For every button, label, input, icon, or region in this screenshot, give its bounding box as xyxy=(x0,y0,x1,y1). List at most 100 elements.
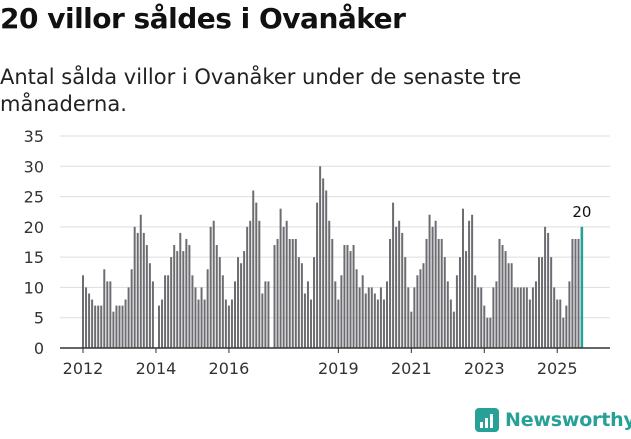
bar xyxy=(319,166,322,348)
bar xyxy=(334,281,337,348)
bar xyxy=(513,287,516,348)
bar xyxy=(534,281,537,348)
bar xyxy=(541,257,544,348)
bar xyxy=(227,305,230,348)
bar xyxy=(452,311,455,348)
x-tick-label: 2012 xyxy=(63,359,104,378)
y-tick-label: 35 xyxy=(24,127,44,146)
bar xyxy=(97,305,100,348)
bar xyxy=(352,245,355,348)
bar xyxy=(550,257,553,348)
bar xyxy=(209,226,212,348)
x-tick-label: 2016 xyxy=(209,359,250,378)
bar xyxy=(230,299,233,348)
bar xyxy=(136,232,139,348)
bar xyxy=(516,287,519,348)
bar xyxy=(255,202,258,348)
bar xyxy=(474,275,477,348)
bar xyxy=(471,214,474,348)
bar xyxy=(507,263,510,348)
bar xyxy=(443,257,446,348)
y-axis-ticks: 0 5 10 15 20 25 30 35 xyxy=(24,127,44,358)
bar xyxy=(468,220,471,348)
bar xyxy=(258,220,261,348)
bar xyxy=(379,287,382,348)
bar xyxy=(194,287,197,348)
bar xyxy=(343,245,346,348)
bar xyxy=(547,232,550,348)
bar xyxy=(139,214,142,348)
bar xyxy=(142,232,145,348)
bar xyxy=(276,238,279,348)
bar xyxy=(522,287,525,348)
bar xyxy=(401,232,404,348)
bar xyxy=(483,305,486,348)
y-tick-label: 10 xyxy=(24,278,44,297)
bar xyxy=(525,287,528,348)
bar xyxy=(331,238,334,348)
bar xyxy=(462,208,464,348)
bar xyxy=(300,263,303,348)
bar xyxy=(440,238,443,348)
bar xyxy=(243,251,246,348)
bar xyxy=(310,299,312,348)
bar xyxy=(203,299,206,348)
bar xyxy=(410,311,413,348)
bar xyxy=(294,238,297,348)
bar xyxy=(261,293,264,348)
bar xyxy=(413,287,416,348)
bar xyxy=(164,275,167,348)
bar xyxy=(486,317,489,348)
newsworthy-brand[interactable]: Newsworthy xyxy=(475,408,631,432)
bar xyxy=(398,220,401,348)
bar xyxy=(349,251,352,348)
bar xyxy=(437,238,440,348)
bar xyxy=(234,281,236,348)
bar xyxy=(161,299,164,348)
bar xyxy=(574,238,577,348)
bar xyxy=(431,226,434,348)
bar xyxy=(528,299,531,348)
bar xyxy=(285,220,288,348)
bar xyxy=(416,275,419,348)
bar xyxy=(361,275,364,348)
bar xyxy=(538,257,540,348)
x-tick-label: 2025 xyxy=(537,359,578,378)
bar xyxy=(544,226,547,348)
chart-subtitle: Antal sålda villor i Ovanåker under de s… xyxy=(0,65,522,116)
bar xyxy=(364,293,367,348)
bar xyxy=(221,275,224,348)
bar xyxy=(419,269,422,348)
x-tick-label: 2014 xyxy=(136,359,177,378)
bar xyxy=(306,281,309,348)
bar xyxy=(246,226,249,348)
bar xyxy=(340,275,343,348)
bar xyxy=(94,305,97,348)
bar xyxy=(218,257,221,348)
bar xyxy=(212,220,215,348)
bar xyxy=(249,220,252,348)
bar xyxy=(382,299,385,348)
y-tick-label: 5 xyxy=(34,309,44,328)
bar xyxy=(531,287,534,348)
bar xyxy=(176,251,179,348)
bar xyxy=(389,238,392,348)
bar xyxy=(498,238,501,348)
bar xyxy=(346,245,349,348)
bar xyxy=(88,293,91,348)
bar xyxy=(559,299,562,348)
bar xyxy=(100,305,103,348)
bar xyxy=(553,287,556,348)
bar xyxy=(477,287,480,348)
bar xyxy=(428,214,431,348)
bar xyxy=(82,275,84,348)
bar xyxy=(282,226,285,348)
bar xyxy=(127,287,130,348)
highlight-bar xyxy=(580,226,584,348)
bar xyxy=(103,269,106,348)
bar xyxy=(148,263,151,348)
bar xyxy=(215,245,218,348)
bar xyxy=(151,281,154,348)
bar xyxy=(130,269,133,348)
